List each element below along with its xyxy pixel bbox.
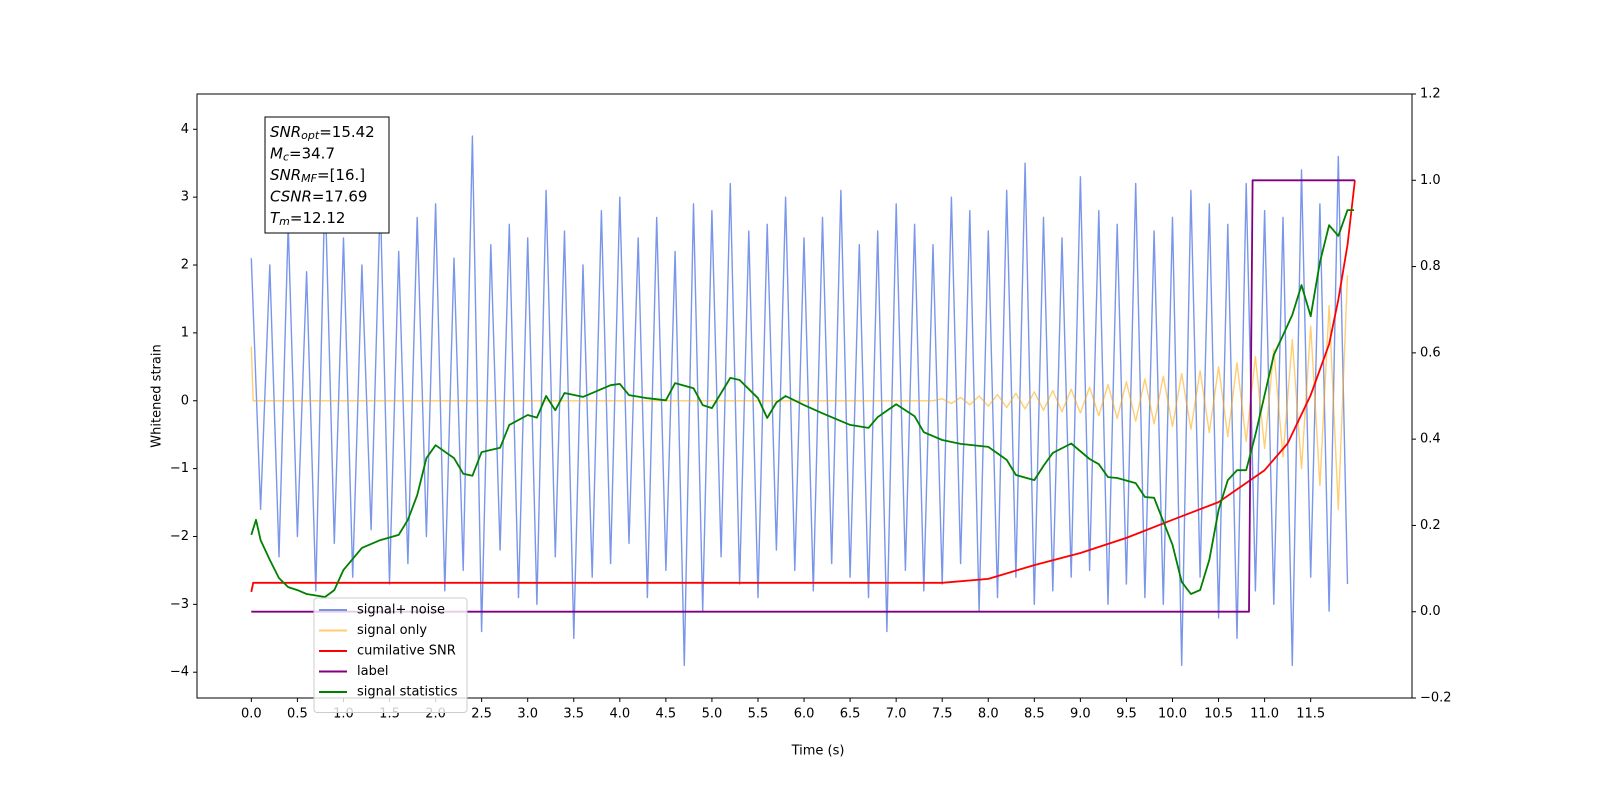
legend-label: signal only bbox=[357, 623, 427, 638]
x-tick-label: 9.0 bbox=[1070, 707, 1091, 722]
annotation-subscript: MF bbox=[301, 172, 317, 185]
y2-tick-label: −0.2 bbox=[1420, 691, 1452, 706]
y-tick-label: −2 bbox=[170, 529, 189, 544]
y2-tick-label: 0.6 bbox=[1420, 345, 1441, 360]
line-series bbox=[251, 179, 1355, 613]
x-tick-label: 7.5 bbox=[932, 707, 953, 722]
annotation-line: Tm=12.12 bbox=[270, 209, 345, 229]
annotation-value: =15.42 bbox=[319, 123, 375, 141]
legend-label: signal+ noise bbox=[357, 603, 445, 618]
annotation-symbol: M bbox=[270, 144, 283, 162]
y-tick-label: −4 bbox=[170, 665, 189, 680]
legend-box bbox=[313, 597, 468, 713]
annotation: SNRopt=15.42Mc=34.7SNRMF=[16.]CSNR=17.69… bbox=[264, 116, 390, 234]
line-series bbox=[250, 209, 1354, 598]
y-tick-label: 2 bbox=[181, 258, 189, 273]
x-tick-label: 11.0 bbox=[1250, 707, 1279, 722]
x-tick-label: 4.0 bbox=[609, 707, 630, 722]
x-tick-label: 8.5 bbox=[1024, 707, 1045, 722]
y2-tick-label: 0.0 bbox=[1420, 604, 1441, 619]
annotation-line: SNRMF=[16.] bbox=[270, 166, 365, 186]
x-tick-label: 6.5 bbox=[840, 707, 861, 722]
annotation-line: SNRopt=15.42 bbox=[270, 123, 375, 143]
legend-label: signal statistics bbox=[357, 685, 458, 700]
y2-tick-label: 0.4 bbox=[1420, 432, 1441, 447]
x-tick-label: 10.0 bbox=[1158, 707, 1187, 722]
x-tick-label: 2.5 bbox=[471, 707, 492, 722]
annotation-subscript: m bbox=[279, 215, 290, 228]
y-tick-label: 0 bbox=[181, 393, 189, 408]
annotation-symbol: SNR bbox=[270, 123, 301, 141]
x-tick-label: 0.5 bbox=[287, 707, 308, 722]
line-series bbox=[250, 275, 1349, 510]
legend-label: label bbox=[357, 664, 388, 679]
annotation-value: =17.69 bbox=[312, 187, 368, 205]
x-tick-label: 3.5 bbox=[563, 707, 584, 722]
annotation-subscript: opt bbox=[301, 129, 320, 142]
annotation-value: =34.7 bbox=[289, 144, 335, 162]
x-tick-label: 0.0 bbox=[241, 707, 262, 722]
x-tick-label: 3.0 bbox=[517, 707, 538, 722]
y-tick-label: −3 bbox=[170, 597, 189, 612]
x-tick-label: 4.5 bbox=[656, 707, 677, 722]
annotation-symbol: CSNR bbox=[270, 187, 312, 205]
x-tick-label: 11.5 bbox=[1296, 707, 1325, 722]
y-tick-label: 1 bbox=[181, 325, 189, 340]
y2-tick-label: 0.2 bbox=[1420, 518, 1441, 533]
y-tick-label: −1 bbox=[170, 461, 189, 476]
y-tick-label: 4 bbox=[181, 122, 189, 137]
x-axis-label: Time (s) bbox=[791, 744, 845, 759]
y2-tick-label: 1.2 bbox=[1420, 87, 1441, 102]
y2-tick-label: 0.8 bbox=[1420, 259, 1441, 274]
x-tick-label: 5.0 bbox=[702, 707, 723, 722]
legend: signal+ noise signal only cumilative SNR la… bbox=[313, 597, 468, 713]
y-tick-label: 3 bbox=[181, 190, 189, 205]
x-tick-label: 7.0 bbox=[886, 707, 907, 722]
x-tick-label: 9.5 bbox=[1116, 707, 1137, 722]
annotation-box bbox=[264, 116, 390, 234]
annotation-line: CSNR=17.69 bbox=[270, 187, 367, 205]
x-tick-label: 8.0 bbox=[978, 707, 999, 722]
annotation-line: Mc=34.7 bbox=[270, 144, 335, 164]
y2-tick-label: 1.0 bbox=[1420, 173, 1441, 188]
annotation-subscript: c bbox=[283, 151, 289, 164]
x-tick-label: 10.5 bbox=[1204, 707, 1233, 722]
legend-label: cumilative SNR bbox=[357, 644, 456, 659]
annotation-value: =[16.] bbox=[317, 166, 365, 184]
annotation-symbol: SNR bbox=[270, 166, 301, 184]
y-axis-label: Whitened strain bbox=[150, 344, 165, 447]
x-tick-label: 5.5 bbox=[748, 707, 769, 722]
annotation-value: =12.12 bbox=[290, 209, 346, 227]
x-tick-label: 6.0 bbox=[794, 707, 815, 722]
line-series bbox=[250, 135, 1349, 667]
line-series bbox=[250, 180, 1356, 593]
annotation-symbol: T bbox=[270, 209, 281, 227]
plot-area bbox=[250, 135, 1356, 667]
